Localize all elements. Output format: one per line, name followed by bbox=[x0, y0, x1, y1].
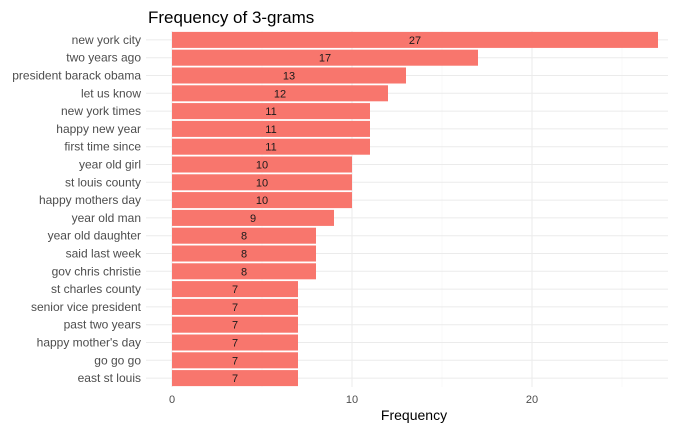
bars-group bbox=[172, 31, 658, 387]
chart-title: Frequency of 3-grams bbox=[148, 8, 314, 27]
category-label: st charles county bbox=[51, 282, 141, 296]
bar bbox=[172, 174, 352, 191]
bar bbox=[172, 370, 298, 387]
category-label: past two years bbox=[64, 318, 141, 332]
value-label: 11 bbox=[265, 142, 276, 154]
value-label: 8 bbox=[241, 231, 247, 243]
x-tick-label: 10 bbox=[346, 394, 358, 406]
bar bbox=[172, 209, 334, 226]
bar bbox=[172, 334, 298, 351]
bar bbox=[172, 67, 406, 84]
value-label: 11 bbox=[265, 124, 276, 136]
category-label: let us know bbox=[81, 86, 141, 100]
grid-lines bbox=[146, 31, 668, 387]
bar bbox=[172, 192, 352, 209]
value-label: 7 bbox=[232, 302, 238, 314]
bar bbox=[172, 263, 316, 280]
bar bbox=[172, 227, 316, 244]
category-label: happy mother's day bbox=[37, 336, 141, 350]
category-label: year old girl bbox=[79, 158, 141, 172]
x-axis-title: Frequency bbox=[381, 407, 447, 423]
category-label: new york times bbox=[61, 104, 141, 118]
bar bbox=[172, 352, 298, 369]
category-label: go go go bbox=[94, 353, 141, 367]
x-tick-labels: 0 10 20 bbox=[169, 394, 538, 406]
category-label: year old man bbox=[72, 211, 141, 225]
bar bbox=[172, 120, 370, 137]
x-tick-label: 20 bbox=[526, 394, 538, 406]
value-label: 8 bbox=[241, 266, 247, 278]
category-label: year old daughter bbox=[48, 229, 141, 243]
value-label: 7 bbox=[232, 373, 238, 385]
value-label: 9 bbox=[250, 213, 256, 225]
category-label: senior vice president bbox=[31, 300, 142, 314]
bar bbox=[172, 103, 370, 120]
bar bbox=[172, 31, 658, 48]
category-labels: new york city two years ago president bara… bbox=[12, 33, 142, 385]
bar bbox=[172, 156, 352, 173]
value-label: 13 bbox=[283, 71, 295, 83]
category-label: said last week bbox=[66, 247, 142, 261]
value-label: 10 bbox=[256, 160, 268, 172]
category-label: new york city bbox=[72, 33, 141, 47]
value-label: 7 bbox=[232, 284, 238, 296]
bar bbox=[172, 138, 370, 155]
bar bbox=[172, 85, 388, 102]
category-label: gov chris christie bbox=[52, 264, 142, 278]
value-label: 8 bbox=[241, 249, 247, 261]
category-label: first time since bbox=[64, 140, 141, 154]
value-label: 7 bbox=[232, 355, 238, 367]
bar bbox=[172, 316, 298, 333]
value-label: 17 bbox=[319, 53, 331, 65]
bar bbox=[172, 49, 478, 66]
bar bbox=[172, 281, 298, 298]
category-label: st louis county bbox=[65, 175, 141, 189]
category-label: east st louis bbox=[78, 371, 141, 385]
category-label: happy new year bbox=[56, 122, 141, 136]
value-label: 7 bbox=[232, 320, 238, 332]
value-label: 10 bbox=[256, 177, 268, 189]
bar bbox=[172, 298, 298, 315]
value-label: 12 bbox=[274, 88, 286, 100]
value-label: 11 bbox=[265, 106, 276, 118]
x-tick-label: 0 bbox=[169, 394, 175, 406]
bar bbox=[172, 245, 316, 262]
category-label: president barack obama bbox=[12, 69, 141, 83]
value-label: 27 bbox=[409, 35, 421, 47]
value-label: 10 bbox=[256, 195, 268, 207]
category-label: two years ago bbox=[66, 51, 141, 65]
value-label: 7 bbox=[232, 338, 238, 350]
category-label: happy mothers day bbox=[39, 193, 141, 207]
